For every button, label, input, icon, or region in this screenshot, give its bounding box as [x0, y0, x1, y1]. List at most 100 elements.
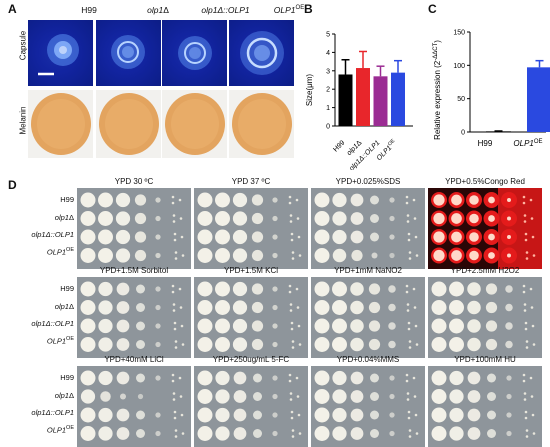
spot [98, 281, 113, 297]
y-tick-label: 1 [326, 105, 330, 112]
y-tick-label: 2 [326, 87, 330, 94]
melanin-colony-svg [232, 93, 292, 155]
spot [233, 408, 247, 422]
size-chart-ylabel: Size(μm) [305, 74, 314, 107]
y-tick-label: 3 [326, 68, 330, 75]
spot [98, 192, 113, 208]
strain-header-overexpression: OLP1OE [256, 5, 322, 15]
spot [80, 318, 96, 334]
size-chart-bars [338, 50, 405, 126]
spot [314, 211, 330, 226]
spot [314, 318, 330, 334]
spot [272, 393, 278, 400]
colony-dot [288, 284, 292, 288]
spot-plate-6 [311, 277, 425, 358]
spot [389, 430, 395, 437]
spot [451, 194, 462, 206]
condition-title-5: YPD+1.5M KCl [223, 266, 279, 275]
spot [431, 407, 447, 423]
capsule-image-complement [162, 20, 227, 86]
spot [136, 373, 145, 383]
spot [467, 300, 481, 315]
spot [507, 216, 511, 221]
spot [350, 408, 364, 422]
colony-dot [531, 324, 535, 328]
colony-dot [413, 306, 417, 309]
colony-dot [532, 432, 536, 435]
spot [80, 192, 96, 208]
spot [251, 212, 264, 225]
colony-dot [173, 327, 177, 331]
spot [232, 211, 248, 226]
melanin-image-overexpression [229, 90, 294, 158]
colony-dot [406, 398, 410, 401]
spot [370, 429, 379, 438]
colony-dot [525, 251, 529, 254]
colony-dot [290, 238, 294, 242]
colony-dot [181, 254, 185, 257]
colony-dot [290, 410, 294, 414]
spot [488, 252, 495, 259]
colony-dot [524, 232, 528, 236]
colony-dot [408, 429, 412, 432]
spot-grid [197, 192, 302, 263]
spot [350, 371, 364, 385]
colony-dot [172, 398, 176, 401]
colony-dot [171, 373, 175, 377]
colony-dot [290, 232, 294, 236]
colony-dot [178, 198, 182, 202]
spot [251, 194, 264, 206]
colony-dot [174, 257, 178, 260]
spot [197, 407, 213, 423]
colony-dot [408, 435, 412, 438]
spot [136, 410, 145, 420]
spot [449, 370, 464, 386]
spot [116, 282, 130, 296]
spot [350, 300, 364, 315]
delta-text: Δ [163, 5, 169, 15]
colony-dot [522, 284, 526, 288]
colony-dot [172, 214, 176, 217]
spot [197, 192, 213, 208]
colony-dot [171, 290, 175, 294]
spot [371, 252, 378, 259]
colony-dot [181, 343, 185, 346]
spot [314, 192, 330, 208]
spot [467, 319, 481, 333]
colony-dot [405, 284, 409, 288]
spot-grid [314, 370, 419, 441]
spot [350, 337, 364, 352]
colony-dot [529, 376, 533, 380]
size-xlabel-h99: H99 [332, 139, 346, 153]
colony-dot [179, 306, 183, 309]
colony-dot [406, 214, 410, 217]
colony-dot [406, 303, 410, 306]
spot [370, 195, 379, 205]
spot [251, 320, 264, 332]
spot [251, 231, 264, 243]
spot [488, 215, 495, 222]
spot [332, 211, 347, 226]
spot [232, 300, 248, 315]
colony-dot [295, 198, 299, 202]
spot [155, 197, 161, 203]
colony-dot [529, 198, 533, 202]
spot-grid [80, 192, 185, 263]
colony-dot [530, 217, 534, 220]
spot [115, 211, 131, 226]
spot [272, 304, 278, 311]
spot [389, 215, 395, 222]
capsule-cell-svg [178, 36, 212, 70]
colony-dot [179, 395, 183, 398]
spot [389, 375, 395, 381]
spot [215, 318, 230, 334]
colony-dot [178, 287, 182, 291]
spot [506, 393, 512, 400]
spot [467, 371, 481, 385]
spot [332, 281, 347, 297]
row-label-olp1-deletion: olp1Δ [2, 391, 74, 400]
spot [505, 340, 513, 349]
spot [449, 426, 464, 441]
panel-c-letter: C [428, 2, 437, 16]
spot [350, 212, 364, 225]
